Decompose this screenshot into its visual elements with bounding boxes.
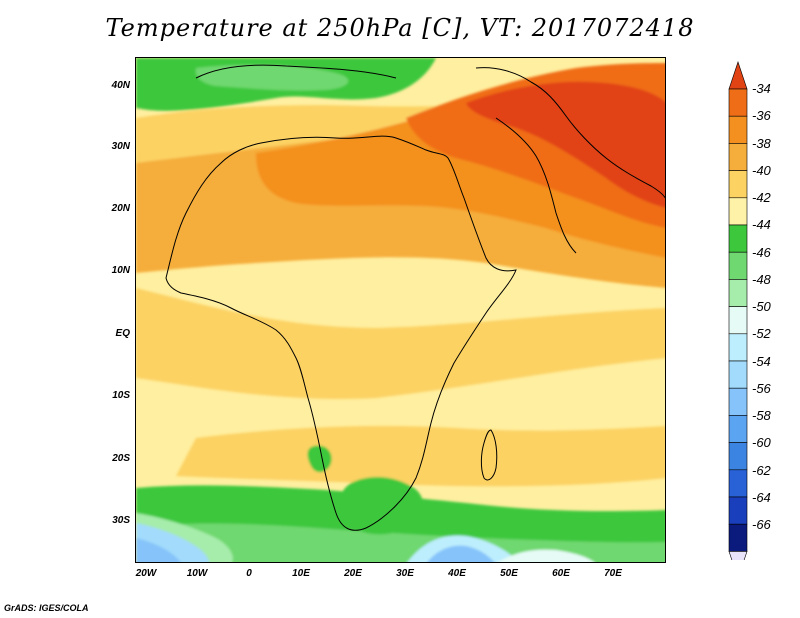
lat-label-10s: 10S xyxy=(112,390,130,401)
colorbar-label: -42 xyxy=(752,190,771,205)
colorbar-swatch xyxy=(728,387,748,416)
colorbar-swatch xyxy=(728,360,748,389)
colorbar-label: -44 xyxy=(752,217,771,232)
lat-label-20n: 20N xyxy=(111,203,130,214)
temp-patch-46-1 xyxy=(307,445,332,473)
grads-credit: GrADS: IGES/COLA xyxy=(4,603,89,613)
lat-label-eq: EQ xyxy=(115,328,130,339)
map-panel xyxy=(135,57,666,563)
europe-coast xyxy=(195,64,397,79)
temperature-map xyxy=(136,58,665,562)
map-title: Temperature at 250hPa [C], VT: 201707241… xyxy=(105,14,695,42)
colorbar-swatch xyxy=(728,442,748,471)
colorbar-swatch xyxy=(728,469,748,498)
colorbar-label: -62 xyxy=(752,463,771,478)
colorbar-label: -40 xyxy=(752,163,771,178)
lon-label-20w: 20W xyxy=(135,568,157,579)
colorbar-label: -46 xyxy=(752,245,771,260)
africa-coast xyxy=(165,135,517,531)
temp-band-42-southern xyxy=(176,426,665,487)
colorbar-swatch xyxy=(728,333,748,362)
colorbar-label: -56 xyxy=(752,381,771,396)
lon-label-10w: 10W xyxy=(186,568,208,579)
colorbar-label: -66 xyxy=(752,517,771,532)
lat-label-40n: 40N xyxy=(111,80,130,91)
lat-label-20s: 20S xyxy=(112,453,130,464)
arabia-coast xyxy=(495,117,577,254)
lat-label-10n: 10N xyxy=(111,265,130,276)
colorbar-label: -52 xyxy=(752,326,771,341)
colorbar-swatch xyxy=(728,143,748,171)
colorbar-swatch xyxy=(728,279,748,307)
coastlines xyxy=(165,64,665,531)
temp-band-52-east xyxy=(499,549,594,562)
colorbar-swatch xyxy=(728,224,748,253)
lon-label-50e: 50E xyxy=(500,568,518,579)
colorbar-swatch xyxy=(728,88,748,117)
lon-label-40e: 40E xyxy=(448,568,466,579)
lon-label-30e: 30E xyxy=(396,568,414,579)
colorbar-swatch xyxy=(728,523,748,552)
lat-label-30n: 30N xyxy=(111,141,130,152)
temp-patch-46-2 xyxy=(339,476,424,535)
temp-band-34 xyxy=(466,81,665,208)
colorbar-label: -54 xyxy=(752,354,771,369)
colorbar-swatch xyxy=(728,306,748,335)
colorbar-arrow-bottom xyxy=(728,551,748,560)
colorbar-swatch xyxy=(728,170,748,199)
colorbar-label: -64 xyxy=(752,490,771,505)
colorbar-label: -36 xyxy=(752,108,771,123)
colorbar-swatch xyxy=(728,197,748,226)
lon-label-0: 0 xyxy=(246,568,252,579)
temp-band-56-central xyxy=(427,545,495,562)
colorbar-swatch xyxy=(728,496,748,525)
colorbar-label: -34 xyxy=(752,81,771,96)
lon-label-20e: 20E xyxy=(344,568,362,579)
colorbar xyxy=(728,61,748,560)
temp-band-56 xyxy=(136,538,181,562)
colorbar-swatch xyxy=(728,115,748,144)
colorbar-label: -50 xyxy=(752,299,771,314)
colorbar-label: -58 xyxy=(752,408,771,423)
colorbar-swatch xyxy=(728,251,748,280)
colorbar-label: -38 xyxy=(752,136,771,151)
temp-band-48-north xyxy=(195,64,349,91)
lon-label-10e: 10E xyxy=(292,568,310,579)
colorbar-swatch xyxy=(728,415,748,443)
colorbar-label: -48 xyxy=(752,272,771,287)
lon-label-70e: 70E xyxy=(604,568,622,579)
colorbar-arrow-top xyxy=(728,61,748,90)
temp-band-42-south xyxy=(136,288,665,399)
asia-coast xyxy=(475,67,665,199)
madagascar-coast xyxy=(480,429,498,481)
colorbar-label: -60 xyxy=(752,435,771,450)
lat-label-30s: 30S xyxy=(112,515,130,526)
lon-label-60e: 60E xyxy=(552,568,570,579)
